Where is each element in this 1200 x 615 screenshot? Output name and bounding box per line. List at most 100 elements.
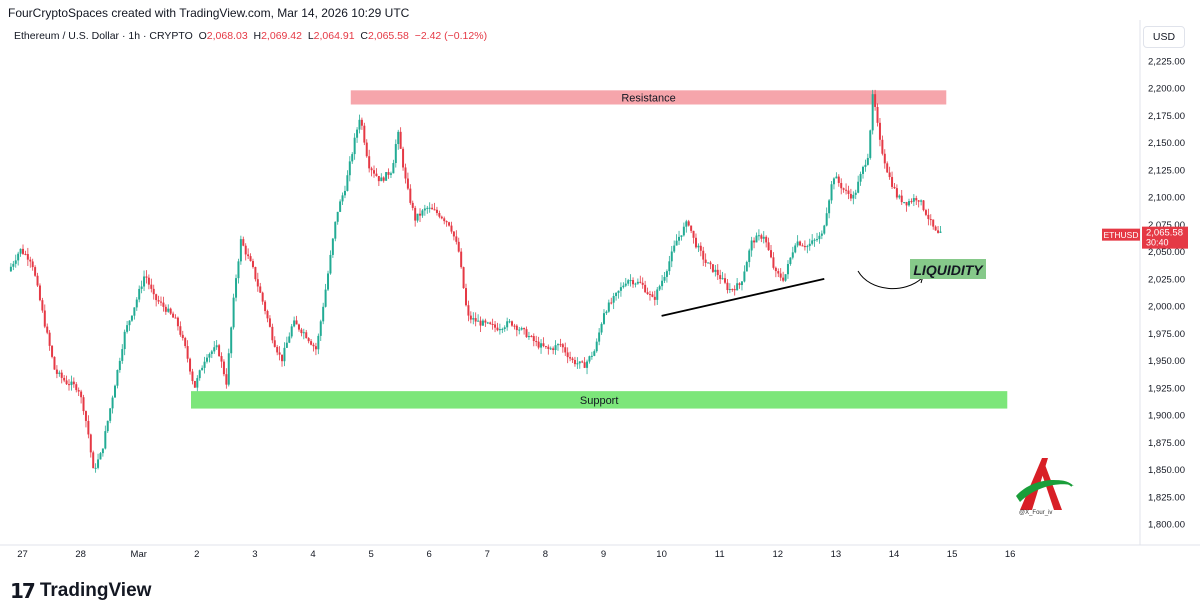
candle-body [789,257,792,265]
symbol-name[interactable]: Ethereum / U.S. Dollar · 1h · CRYPTO [14,30,193,42]
candle-body [745,262,748,272]
candle-body [731,289,734,291]
candle-body [905,202,908,206]
candle-body [893,186,896,189]
candle-body [358,119,361,130]
candle-body [646,292,649,295]
candle-body [414,207,417,221]
candle-body [937,230,940,233]
candle-body [336,211,339,222]
candle-body [411,202,414,208]
candle-body [690,225,693,231]
candle-body [220,356,223,362]
candle-body [675,240,678,246]
candle-body [632,280,635,285]
y-tick-label: 1,850.00 [1148,465,1185,476]
candle-body [617,290,620,293]
candle-body [779,273,782,278]
candle-body [445,221,448,223]
candle-body [38,285,41,301]
candle-body [864,164,867,167]
candle-body [377,176,380,182]
candle-body [70,381,73,386]
candle-body [590,355,593,357]
candle-body [283,347,286,362]
candle-body [576,363,579,365]
candle-body [508,321,511,323]
candle-body [748,250,751,263]
candle-body [537,341,540,348]
candle-body [179,326,182,335]
currency-button[interactable]: USD [1143,26,1185,48]
candle-body [910,201,913,203]
candle-body [455,236,458,242]
candle-body [714,269,717,272]
candle-body [317,335,320,350]
high-label: H [253,30,262,42]
candle-body [629,280,632,282]
candle-body [172,313,175,318]
candle-body [235,278,238,298]
candle-body [97,459,100,468]
y-tick-label: 1,875.00 [1148,438,1185,449]
candle-body [794,245,797,253]
candle-body [373,170,376,174]
tradingview-logo[interactable]: 17 TradingView [10,579,151,603]
candle-body [348,161,351,176]
x-tick-label: 27 [17,549,28,560]
candle-body [544,346,547,348]
candle-body [431,207,434,210]
candle-body [707,262,710,264]
candle-body [484,320,487,323]
x-tick-label: 10 [656,549,667,560]
candle-body [118,360,121,371]
candle-body [525,329,528,338]
candle-body [668,261,671,272]
candle-body [535,341,538,343]
candle-body [665,271,668,277]
x-axis[interactable]: 27 28 Mar 2 3 4 5 6 7 8 9 10 11 12 13 14 15 16 [0,544,1200,560]
candle-body [387,172,390,175]
candle-body [728,289,731,291]
candle-body [743,271,746,282]
open-value: 2,068.03 [206,30,248,42]
candle-body [624,283,627,286]
candle-body [145,276,148,278]
candle-body [847,190,850,194]
candle-body [242,239,245,246]
candle-body [302,332,305,334]
candle-body [147,277,150,285]
candle-body [755,235,758,243]
candle-body [823,225,826,234]
candle-body [552,348,555,351]
candle-body [571,358,574,361]
candle-body [123,331,126,350]
close-label: C [360,30,368,42]
candle-body [111,397,114,409]
candle-body [840,182,843,189]
candle-body [808,243,811,247]
candle-body [922,200,925,211]
candle-body [932,219,935,227]
candle-body [389,173,392,175]
candle-body [452,231,455,237]
candle-body [661,280,664,287]
candle-body [34,267,37,276]
candle-body [750,240,753,251]
candle-body [486,322,489,324]
candle-body [218,345,221,357]
candle-body [694,237,697,248]
candle-body [237,261,240,279]
candle-body [360,119,363,126]
candle-body [215,345,218,348]
x-tick-label: 3 [252,549,257,560]
candle-body [651,294,654,297]
candle-body [549,348,552,350]
candle-body [513,325,516,327]
candle-body [465,288,468,306]
candle-body [615,292,618,297]
y-axis[interactable]: 2,225.00 2,200.00 2,175.00 2,150.00 2,125.00… [1139,20,1185,545]
candle-body [319,321,322,336]
